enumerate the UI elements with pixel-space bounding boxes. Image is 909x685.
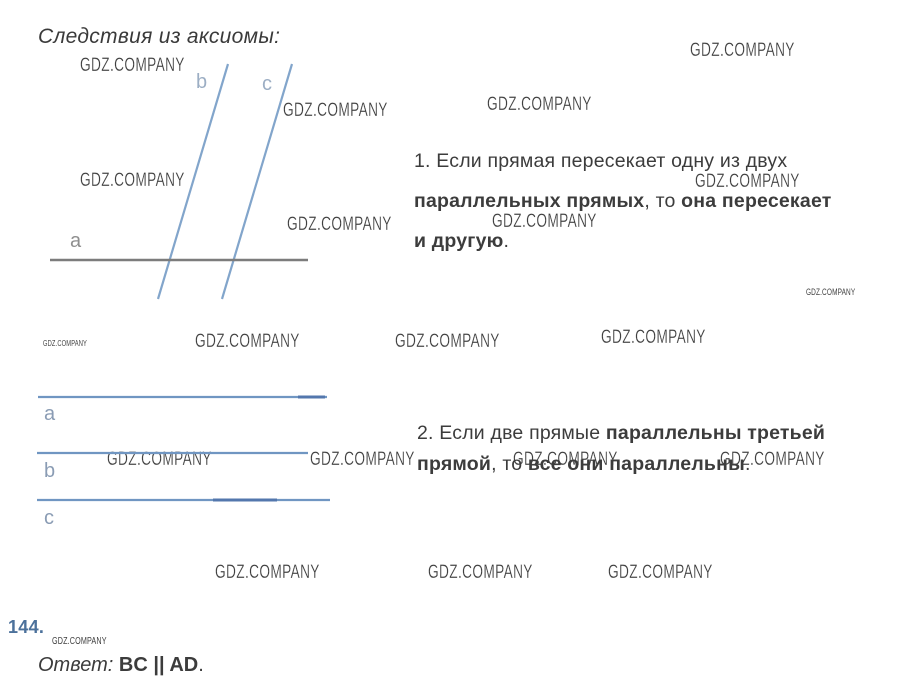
statement-1-text: 1. Если прямая пересекает одну из двух: [414, 150, 788, 172]
watermark: GDZ.COMPANY: [195, 331, 300, 352]
watermark: GDZ.COMPANY: [720, 449, 825, 470]
diagram-transversal-lines: a b c: [40, 50, 320, 305]
watermark: GDZ.COMPANY: [287, 214, 392, 235]
statement-2-bold: все они параллельны: [527, 453, 745, 475]
watermark: GDZ.COMPANY: [601, 327, 706, 348]
statement-2-bold: параллельны третьей: [605, 422, 826, 444]
problem-number: 144.: [8, 617, 45, 637]
watermark: GDZ.COMPANY: [43, 339, 88, 348]
statement-1-text: , то: [644, 190, 682, 212]
label-parallel-a: a: [44, 403, 56, 425]
watermark: GDZ.COMPANY: [395, 331, 500, 352]
watermark: GDZ.COMPANY: [428, 562, 533, 583]
watermark: GDZ.COMPANY: [492, 211, 597, 232]
line-b: [156, 63, 230, 300]
statement-1-line-1: 1. Если прямая пересекает одну из двух: [414, 141, 831, 181]
page-heading: Следствия из аксиомы:: [38, 25, 281, 48]
statement-2-text: 2. Если две прямые: [417, 422, 606, 444]
watermark: GDZ.COMPANY: [80, 55, 185, 76]
watermark: GDZ.COMPANY: [513, 449, 618, 470]
answer-period: .: [198, 654, 204, 676]
statement-1-bold: она пересекает: [681, 190, 832, 212]
watermark: GDZ.COMPANY: [310, 449, 415, 470]
statement-2-line-2: прямой, то все они параллельны.: [417, 449, 825, 480]
answer-prefix: Ответ:: [38, 654, 114, 676]
statement-1-text: .: [503, 230, 510, 252]
statement-2-line-1: 2. Если две прямые параллельны третьей: [417, 418, 825, 449]
watermark: GDZ.COMPANY: [695, 171, 800, 192]
answer-value: BC || AD: [118, 654, 199, 676]
label-line-b: b: [196, 71, 207, 93]
statement-1-bold: параллельных прямых: [414, 190, 645, 212]
statement-2-text: , то: [491, 453, 528, 475]
statement-2-bold: прямой: [417, 453, 492, 475]
statement-2: 2. Если две прямые параллельны третьей п…: [417, 418, 825, 480]
diagram-parallel-lines: a b c: [30, 388, 340, 538]
watermark: GDZ.COMPANY: [806, 287, 856, 297]
watermark: GDZ.COMPANY: [608, 562, 713, 583]
label-line-c: c: [262, 73, 272, 95]
watermark: GDZ.COMPANY: [107, 449, 212, 470]
watermark: GDZ.COMPANY: [215, 562, 320, 583]
watermark: GDZ.COMPANY: [283, 100, 388, 121]
watermark: GDZ.COMPANY: [487, 94, 592, 115]
diagram-parallel-svg: a b c: [37, 395, 330, 529]
label-parallel-c: c: [44, 507, 54, 529]
label-parallel-b: b: [44, 460, 55, 482]
statement-1-bold: и другую: [414, 230, 504, 252]
statement-2-text: .: [744, 453, 751, 475]
statement-1: 1. Если прямая пересекает одну из двух п…: [414, 141, 831, 261]
line-c: [220, 63, 294, 300]
statement-1-line-2: параллельных прямых, то она пересекает: [414, 181, 831, 221]
watermark: GDZ.COMPANY: [690, 40, 795, 61]
statement-1-line-3: и другую.: [414, 221, 831, 261]
watermark: GDZ.COMPANY: [52, 636, 107, 647]
label-line-a: a: [70, 230, 82, 252]
answer-line: Ответ: BC || AD.: [38, 654, 204, 677]
diagram-transversal-svg: a b c: [50, 63, 308, 300]
watermark: GDZ.COMPANY: [80, 170, 185, 191]
